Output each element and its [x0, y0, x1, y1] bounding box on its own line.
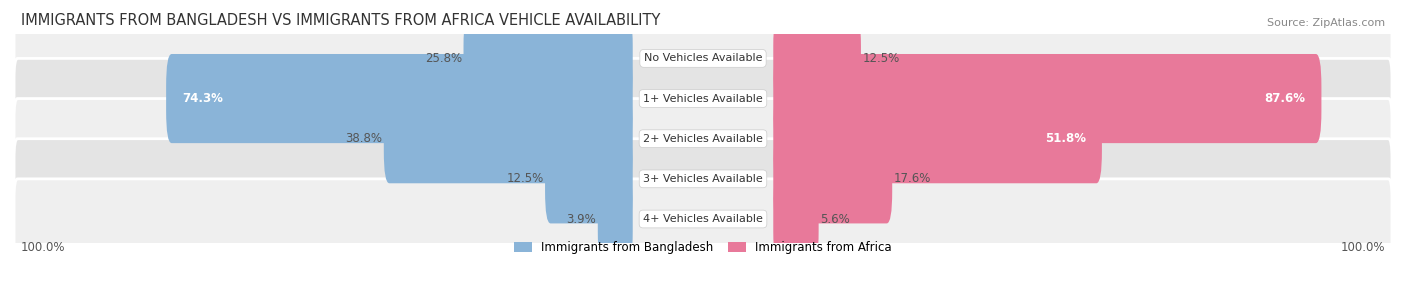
Bar	[613, 84, 631, 113]
Text: 2+ Vehicles Available: 2+ Vehicles Available	[643, 134, 763, 144]
Bar	[613, 164, 631, 193]
FancyBboxPatch shape	[384, 94, 633, 183]
FancyBboxPatch shape	[464, 14, 633, 103]
Text: 25.8%: 25.8%	[425, 52, 463, 65]
Text: 1+ Vehicles Available: 1+ Vehicles Available	[643, 94, 763, 104]
Text: 38.8%: 38.8%	[346, 132, 382, 145]
Text: 3.9%: 3.9%	[567, 212, 596, 225]
Bar	[613, 124, 631, 153]
Legend: Immigrants from Bangladesh, Immigrants from Africa: Immigrants from Bangladesh, Immigrants f…	[515, 241, 891, 254]
Bar	[775, 124, 793, 153]
FancyBboxPatch shape	[166, 54, 633, 143]
Text: 87.6%: 87.6%	[1264, 92, 1306, 105]
Text: 100.0%: 100.0%	[21, 241, 66, 254]
FancyBboxPatch shape	[546, 134, 633, 223]
Text: 12.5%: 12.5%	[862, 52, 900, 65]
FancyBboxPatch shape	[598, 174, 633, 264]
FancyBboxPatch shape	[773, 14, 860, 103]
FancyBboxPatch shape	[14, 18, 1392, 99]
FancyBboxPatch shape	[14, 99, 1392, 179]
Text: 100.0%: 100.0%	[1340, 241, 1385, 254]
FancyBboxPatch shape	[773, 174, 818, 264]
Bar	[613, 204, 631, 233]
Bar	[613, 44, 631, 73]
Text: 5.6%: 5.6%	[820, 212, 849, 225]
Text: 17.6%: 17.6%	[894, 172, 931, 185]
Text: 74.3%: 74.3%	[181, 92, 222, 105]
Text: Source: ZipAtlas.com: Source: ZipAtlas.com	[1267, 18, 1385, 28]
FancyBboxPatch shape	[14, 58, 1392, 139]
Text: No Vehicles Available: No Vehicles Available	[644, 53, 762, 63]
Bar	[775, 84, 793, 113]
Text: 12.5%: 12.5%	[506, 172, 544, 185]
Text: 51.8%: 51.8%	[1045, 132, 1085, 145]
Bar	[775, 44, 793, 73]
Bar	[775, 204, 793, 233]
FancyBboxPatch shape	[14, 139, 1392, 219]
FancyBboxPatch shape	[773, 134, 893, 223]
FancyBboxPatch shape	[14, 179, 1392, 259]
FancyBboxPatch shape	[773, 54, 1322, 143]
Text: 3+ Vehicles Available: 3+ Vehicles Available	[643, 174, 763, 184]
Text: 4+ Vehicles Available: 4+ Vehicles Available	[643, 214, 763, 224]
Bar	[775, 164, 793, 193]
FancyBboxPatch shape	[773, 94, 1102, 183]
Text: IMMIGRANTS FROM BANGLADESH VS IMMIGRANTS FROM AFRICA VEHICLE AVAILABILITY: IMMIGRANTS FROM BANGLADESH VS IMMIGRANTS…	[21, 13, 661, 28]
